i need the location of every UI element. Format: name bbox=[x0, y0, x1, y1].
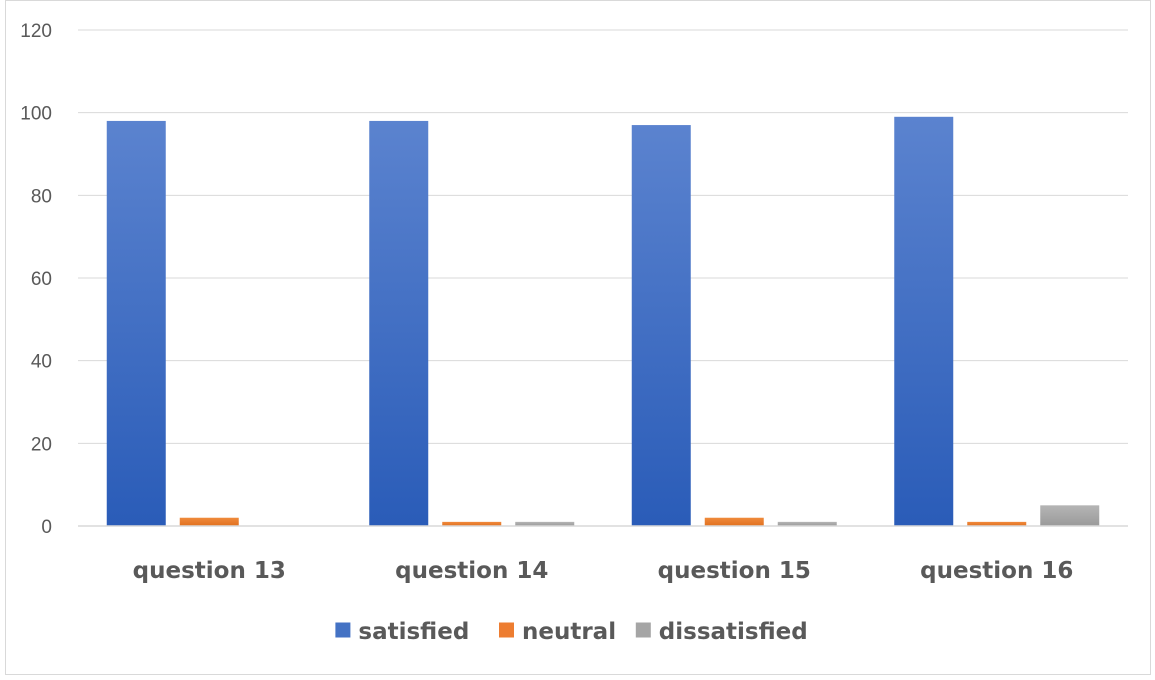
bar-satisfied-question-15 bbox=[631, 125, 691, 527]
bar-neutral-question-16 bbox=[967, 521, 1027, 526]
x-tick-label: question 15 bbox=[658, 558, 811, 584]
bar-satisfied-question-14 bbox=[369, 120, 429, 526]
legend-swatch-neutral bbox=[499, 622, 514, 638]
x-axis-labels: question 13 question 14 question 15 questio… bbox=[133, 558, 1074, 584]
y-axis-ticks: 0 20 40 60 80 100 120 bbox=[20, 21, 52, 538]
bar-neutral-question-14 bbox=[442, 521, 502, 526]
y-tick-label: 60 bbox=[31, 269, 52, 290]
gridlines bbox=[78, 29, 1128, 444]
x-tick-label: question 16 bbox=[920, 558, 1073, 584]
legend-swatch-satisfied bbox=[335, 622, 351, 638]
bar-neutral-question-15 bbox=[704, 517, 764, 526]
legend-label-satisfied: satisfied bbox=[358, 619, 469, 645]
y-tick-label: 0 bbox=[41, 517, 52, 538]
y-tick-label: 80 bbox=[31, 186, 52, 207]
x-tick-label: question 13 bbox=[133, 558, 286, 584]
legend: satisfied neutral dissatisfied bbox=[335, 619, 808, 645]
bar-satisfied-question-13 bbox=[106, 120, 166, 526]
y-tick-label: 120 bbox=[20, 21, 52, 42]
bar-satisfied-question-16 bbox=[894, 116, 954, 527]
bars bbox=[106, 116, 1100, 527]
y-tick-label: 100 bbox=[20, 104, 52, 125]
y-tick-label: 40 bbox=[31, 352, 52, 373]
bar-dissatisfied-question-14 bbox=[515, 521, 575, 526]
legend-label-neutral: neutral bbox=[522, 619, 616, 645]
bar-neutral-question-13 bbox=[179, 517, 239, 526]
x-tick-label: question 14 bbox=[395, 558, 548, 584]
bar-dissatisfied-question-16 bbox=[1040, 505, 1100, 526]
y-tick-label: 20 bbox=[31, 434, 52, 455]
legend-swatch-dissatisfied bbox=[635, 622, 651, 638]
legend-label-dissatisfied: dissatisfied bbox=[659, 619, 808, 645]
bar-dissatisfied-question-15 bbox=[777, 521, 837, 526]
